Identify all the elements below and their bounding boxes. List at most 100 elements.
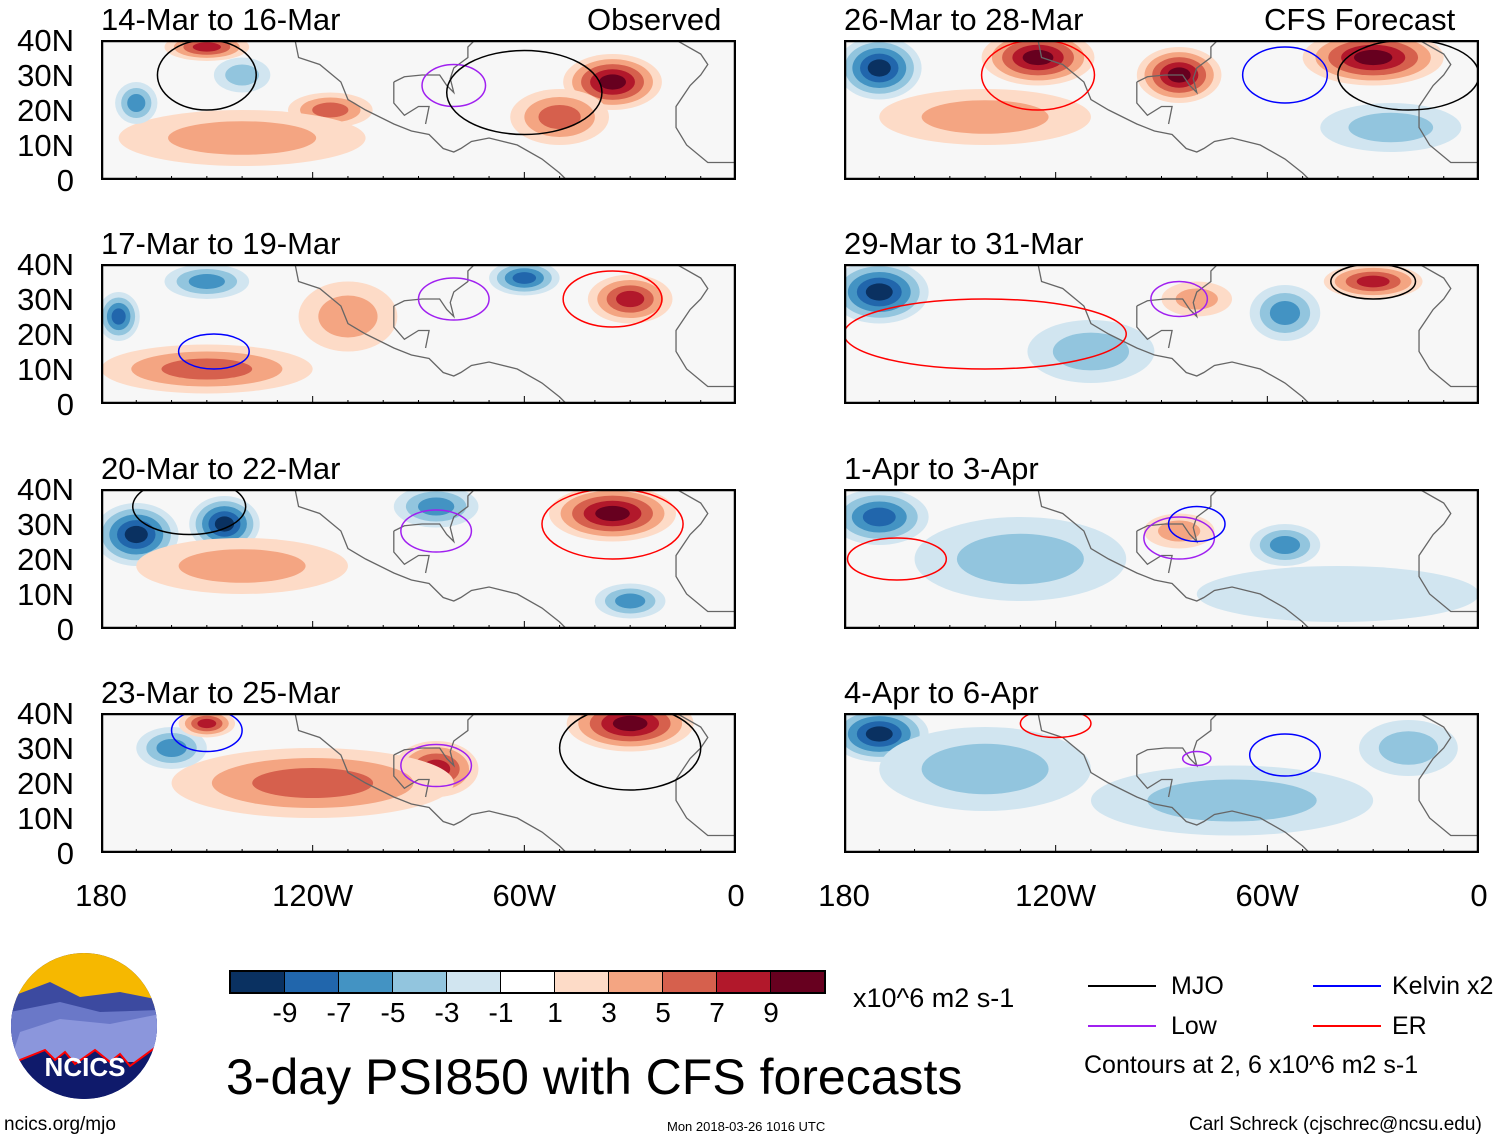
colorbar-label: -7: [326, 997, 352, 1028]
negative-anomaly: [1348, 112, 1434, 143]
low-contour: [400, 743, 473, 788]
positive-anomaly: [312, 102, 349, 118]
panel-title: 29-Mar to 31-Mar: [844, 226, 1084, 261]
positive-anomaly: [616, 290, 645, 308]
low-contour: [400, 509, 473, 553]
negative-anomaly: [1196, 566, 1479, 622]
coastline: [1037, 40, 1311, 180]
lon-label: 180: [818, 878, 870, 913]
legend-er: ER: [1392, 1012, 1427, 1040]
map-panel: [844, 489, 1479, 629]
observed-label: Observed: [587, 2, 722, 37]
negative-anomaly: [1269, 536, 1301, 554]
lat-label: 40N: [17, 472, 74, 507]
er-contour: [1019, 713, 1092, 739]
coastline: [294, 264, 568, 404]
panel-title: 17-Mar to 19-Mar: [101, 226, 341, 261]
lat-label: 10N: [17, 801, 74, 836]
coastline: [294, 713, 568, 853]
er-contour: [541, 489, 684, 560]
coastline: [1037, 489, 1311, 629]
coastline: [1136, 306, 1173, 349]
map-panel: [101, 713, 736, 853]
low-contour: [421, 63, 487, 108]
lat-label: 20N: [17, 93, 74, 128]
anomaly-field: [844, 489, 1479, 622]
positive-anomaly: [921, 100, 1049, 134]
legend-low: Low: [1171, 1012, 1217, 1040]
anomaly-field: [844, 40, 1462, 152]
er-contour: [844, 298, 1127, 370]
colorbar-label: 7: [709, 997, 725, 1028]
colorbar-swatch: [231, 972, 285, 992]
colorbar-swatch: [663, 972, 717, 992]
colorbar-swatch: [447, 972, 501, 992]
negative-anomaly: [865, 726, 893, 742]
footer-url[interactable]: ncics.org/mjo: [4, 1114, 116, 1135]
coastline: [393, 264, 476, 319]
coastline: [393, 82, 430, 125]
negative-anomaly: [156, 739, 187, 757]
coastline: [393, 489, 476, 544]
low-contour: [417, 277, 490, 321]
coastline: [1418, 489, 1479, 613]
kelvin-contour: [1241, 46, 1329, 104]
positive-anomaly: [168, 121, 317, 155]
coastline: [393, 755, 430, 798]
mjo-contour: [132, 489, 247, 536]
positive-anomaly: [599, 74, 626, 90]
positive-anomaly: [197, 718, 217, 729]
colorbar-swatch: [609, 972, 663, 992]
lat-label: 40N: [17, 23, 74, 58]
lat-label: 10N: [17, 128, 74, 163]
positive-anomaly: [538, 105, 581, 129]
coastline: [1136, 82, 1173, 125]
coastline: [294, 489, 568, 629]
coastline: [393, 40, 476, 95]
negative-anomaly: [124, 525, 148, 544]
lat-label: 0: [56, 163, 74, 198]
anomaly-field: [101, 489, 677, 619]
positive-anomaly: [178, 549, 306, 583]
lat-label: 30N: [17, 731, 74, 766]
mjo-contour: [558, 713, 702, 791]
figure-title: 3-day PSI850 with CFS forecasts: [226, 1049, 963, 1105]
kelvin-contour: [170, 713, 243, 753]
kelvin-contour: [1167, 505, 1226, 543]
lat-label: 0: [56, 836, 74, 871]
colorbar-swatch: [501, 972, 555, 992]
negative-anomaly: [417, 497, 455, 516]
negative-anomaly: [1378, 731, 1439, 765]
positive-anomaly: [1353, 49, 1393, 66]
colorbar-swatch: [771, 972, 824, 992]
coastline: [393, 306, 430, 349]
lat-label: 20N: [17, 542, 74, 577]
lon-label: 120W: [1015, 878, 1097, 913]
positive-anomaly: [318, 295, 378, 338]
anomaly-field: [115, 40, 662, 166]
panel-title: 20-Mar to 22-Mar: [101, 451, 341, 486]
lon-label: 0: [1470, 878, 1488, 913]
panel-title: 14-Mar to 16-Mar: [101, 2, 341, 37]
colorbar: [229, 970, 826, 994]
negative-anomaly: [1147, 779, 1317, 822]
legend-er-line: [1313, 1025, 1381, 1027]
lat-label: 20N: [17, 317, 74, 352]
mjo-contour: [156, 40, 257, 111]
er-contour: [562, 270, 663, 328]
coastline: [294, 40, 568, 180]
map-panel: [101, 489, 736, 629]
legend-kelvin-line: [1313, 985, 1381, 987]
forecast-label: CFS Forecast: [1264, 2, 1456, 37]
positive-anomaly: [1356, 275, 1390, 288]
map-panel: [844, 264, 1479, 404]
panel-title: 4-Apr to 6-Apr: [844, 675, 1039, 710]
coastline: [675, 489, 736, 613]
lon-label: 180: [75, 878, 127, 913]
negative-anomaly: [127, 94, 146, 112]
coastline: [675, 264, 736, 388]
negative-anomaly: [512, 272, 537, 284]
negative-anomaly: [188, 274, 225, 289]
legend-mjo-line: [1088, 985, 1156, 987]
